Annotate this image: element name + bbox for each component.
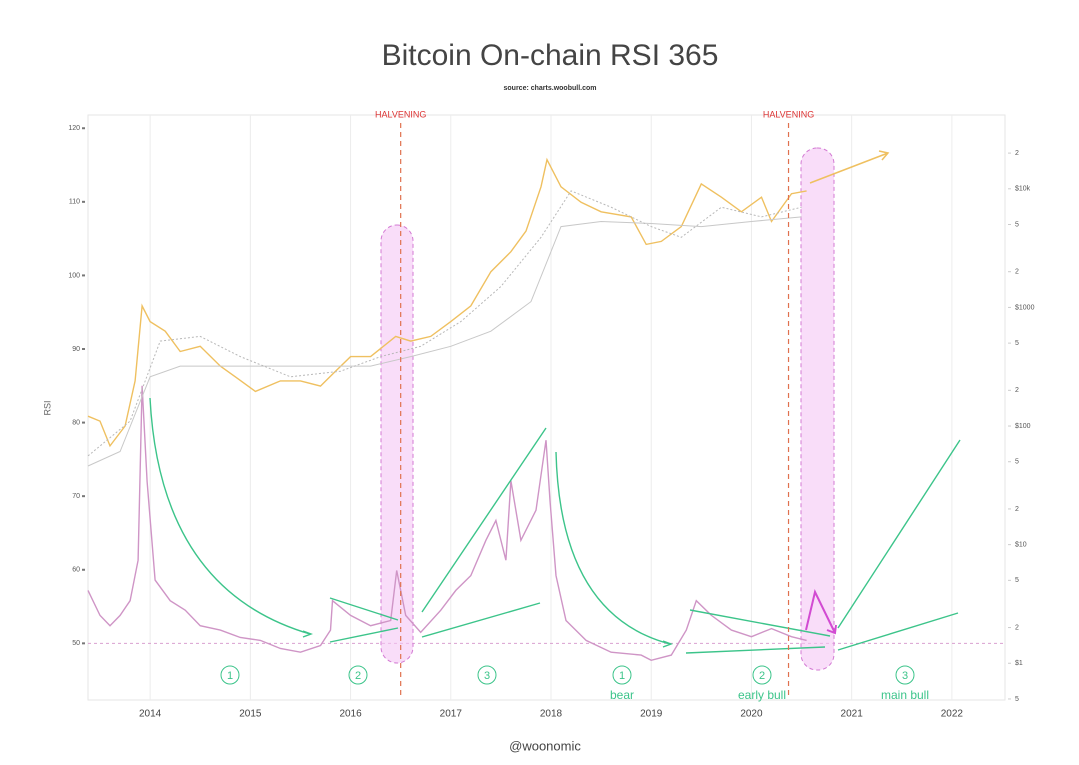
x-tick-label: 2014 <box>139 709 162 720</box>
x-tick-label: 2018 <box>540 709 563 720</box>
y2-tick-label: 5 <box>1015 696 1019 703</box>
credit: @woonomic <box>509 738 581 753</box>
y2-tick-label: $10k <box>1015 186 1031 193</box>
x-tick-label: 2015 <box>239 709 262 720</box>
annotation: HALVENING <box>763 109 814 119</box>
trend-line <box>837 439 961 629</box>
arrow-head <box>662 640 673 648</box>
projection-arrow <box>809 150 890 184</box>
phase-label: 3 <box>902 670 908 682</box>
arrow-head <box>302 630 313 638</box>
labels-layer: 2014 2015 2016 2017 2018 2019 2020 2021 2022 50 60… <box>68 109 1034 719</box>
y2-tick-label: $10 <box>1015 541 1027 548</box>
y2-tick-label: $100 <box>1015 423 1031 430</box>
y2-tick-label: $1000 <box>1015 304 1035 311</box>
trend-line <box>149 397 311 635</box>
trend-line <box>421 602 541 638</box>
phase-label: 1 <box>619 670 625 682</box>
y2-tick-label: 5 <box>1015 459 1019 466</box>
y2-tick-label: 2 <box>1015 150 1019 157</box>
trend-line <box>421 427 547 613</box>
x-tick-label: 2016 <box>339 709 362 720</box>
x-tick-label: 2020 <box>740 709 763 720</box>
x-tick-label: 2017 <box>440 709 463 720</box>
plot-frame <box>87 114 1006 701</box>
series-line <box>87 385 807 662</box>
trend-line <box>555 451 671 645</box>
lines-layer <box>87 157 807 662</box>
y2-tick-label: 2 <box>1015 506 1019 513</box>
y-tick-label: 120 <box>68 125 80 132</box>
trend-line <box>329 627 399 643</box>
trend-line <box>329 597 399 621</box>
phase-caption: early bull <box>738 688 786 702</box>
highlight <box>800 147 835 671</box>
y-tick-label: 60 <box>72 567 80 574</box>
y2-tick-label: 5 <box>1015 340 1019 347</box>
series-line <box>87 190 802 457</box>
phase-caption: main bull <box>881 688 929 702</box>
projection-arrow <box>805 589 837 635</box>
y-tick-label: 100 <box>68 272 80 279</box>
y-tick-label: 70 <box>72 493 80 500</box>
series-line <box>87 216 802 467</box>
y2-tick-label: 5 <box>1015 577 1019 584</box>
trend-line <box>685 646 826 654</box>
y-tick-label: 50 <box>72 640 80 647</box>
phase-marker <box>477 665 497 685</box>
phase-marker <box>612 665 632 685</box>
phase-caption: bear <box>610 688 634 702</box>
trend-line <box>689 609 831 637</box>
y-tick-label: 90 <box>72 346 80 353</box>
y-tick-label: 80 <box>72 419 80 426</box>
chart-title: Bitcoin On-chain RSI 365 <box>382 39 719 72</box>
grid-layer <box>82 115 1011 700</box>
phase-marker <box>220 665 240 685</box>
series-line <box>87 157 807 448</box>
x-tick-label: 2022 <box>941 709 964 720</box>
annotation: HALVENING <box>375 109 426 119</box>
chart-subtitle: source: charts.woobull.com <box>504 85 597 92</box>
phase-label: 3 <box>484 670 490 682</box>
phase-marker <box>752 665 772 685</box>
y-tick-label: 110 <box>69 199 80 206</box>
phase-label: 2 <box>759 670 765 682</box>
x-tick-label: 2019 <box>640 709 663 720</box>
trend-line <box>837 612 959 651</box>
y-axis-label: RSI <box>42 400 52 415</box>
trend-lines <box>149 397 961 654</box>
y2-tick-label: 2 <box>1015 624 1019 631</box>
highlight <box>380 224 414 664</box>
phase-label: 1 <box>227 670 233 682</box>
phase-marker <box>348 665 368 685</box>
y2-tick-label: 5 <box>1015 221 1019 228</box>
y2-tick-label: $1 <box>1015 660 1023 667</box>
x-tick-label: 2021 <box>841 709 864 720</box>
y2-tick-label: 2 <box>1015 269 1019 276</box>
y2-tick-label: 2 <box>1015 387 1019 394</box>
phase-label: 2 <box>355 670 361 682</box>
phase-marker <box>895 665 915 685</box>
